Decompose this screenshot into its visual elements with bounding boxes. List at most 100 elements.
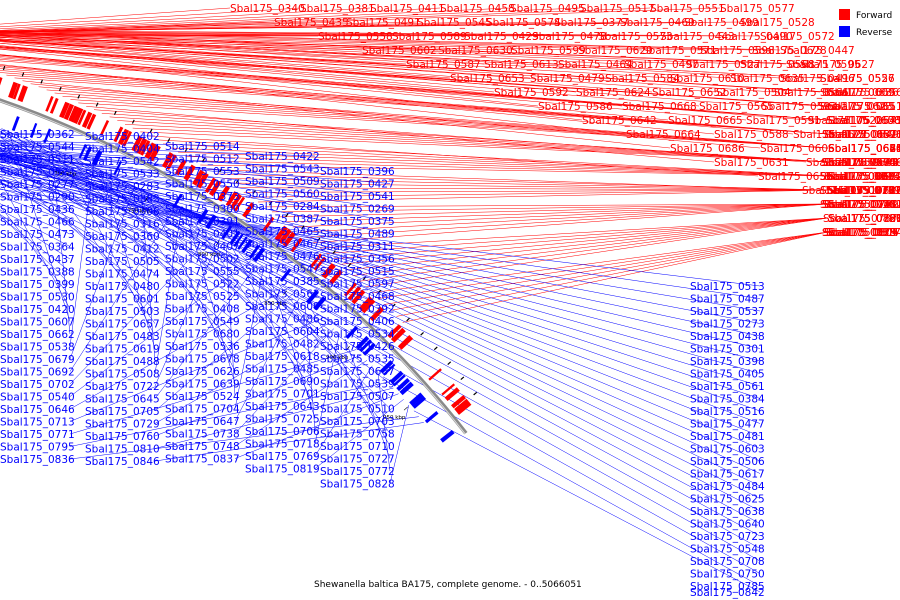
- reverse-gene-label: Sbal175_0510: [320, 404, 395, 416]
- leader-line: [178, 151, 829, 177]
- leader-line: [51, 147, 71, 335]
- outer-marker: [460, 376, 465, 381]
- reverse-gene-label: Sbal175_0277: [0, 179, 75, 191]
- reverse-gene-label: Sbal175_0534: [320, 329, 395, 341]
- forward-gene-label: Sbal175_0753: [822, 199, 897, 211]
- leader-line: [6, 74, 829, 135]
- leader-line: [44, 144, 761, 474]
- leader-line: [0, 148, 316, 307]
- leader-line: [0, 154, 391, 197]
- leader-line: [0, 37, 439, 51]
- forward-gene-feature: [148, 144, 161, 162]
- leader-line: [0, 149, 236, 172]
- forward-gene-label: Sbal175_0610: [670, 73, 745, 85]
- leader-line: [0, 60, 829, 121]
- leader-line: [0, 147, 156, 162]
- forward-gene-label: Sbal175_0739: [826, 185, 900, 197]
- leader-line: [0, 35, 781, 79]
- reverse-gene-label: Sbal175_0836: [0, 454, 75, 466]
- tick-label: 950 kbp: [383, 415, 406, 421]
- leader-line: [0, 168, 236, 259]
- reverse-gene-label: Sbal175_0316: [85, 219, 160, 231]
- reverse-gene-label: Sbal175_0544: [0, 142, 75, 154]
- reverse-gene-feature: [172, 193, 183, 208]
- leader-line: [332, 217, 829, 260]
- reverse-gene-label: Sbal175_0484: [690, 481, 765, 493]
- reverse-gene-label: Sbal175_0438: [690, 331, 765, 343]
- reverse-gene-feature: [279, 268, 292, 282]
- reverse-gene-feature: [91, 150, 103, 166]
- forward-gene-label: Sbal175_0526: [820, 73, 895, 85]
- forward-gene-label: Sbal175_0747: [822, 199, 897, 211]
- reverse-gene-label: Sbal175_0273: [690, 319, 765, 331]
- leader-line: [0, 31, 701, 51]
- forward-gene-label: Sbal175_0683: [824, 157, 899, 169]
- forward-gene-label: Sbal175_0620: [828, 143, 900, 155]
- leader-line: [0, 174, 761, 337]
- forward-gene-label: Sbal175_0682: [828, 171, 900, 183]
- forward-gene-label: Sbal175_0598: [700, 45, 775, 57]
- leader-line: [69, 382, 389, 447]
- forward-gene-label: Sbal175_0621: [793, 129, 868, 141]
- leader-line: [264, 203, 829, 208]
- leader-line: [86, 106, 715, 163]
- forward-gene-label: Sbal175_0653: [450, 73, 525, 85]
- reverse-gene-label: Sbal175_0407: [165, 241, 240, 253]
- reverse-gene-label: Sbal175_0723: [690, 531, 765, 543]
- forward-gene-label: Sbal175_0585: [820, 101, 895, 113]
- outer-marker: [406, 317, 410, 322]
- forward-gene-label: Sbal175_0631: [714, 157, 789, 169]
- forward-gene-feature: [135, 137, 148, 155]
- leader-line: [299, 203, 829, 233]
- reverse-gene-label: Sbal175_0420: [0, 304, 75, 316]
- leader-line: [314, 365, 373, 457]
- forward-gene-feature: [209, 180, 222, 197]
- reverse-gene-label: Sbal175_0647: [165, 416, 240, 428]
- reverse-gene-label: Sbal175_0679: [0, 354, 75, 366]
- reverse-gene-label: Sbal175_0306: [85, 206, 160, 218]
- reverse-gene-label: Sbal175_0465: [245, 226, 320, 238]
- reverse-gene-label: Sbal175_0702: [0, 379, 75, 391]
- forward-gene-label: Sbal175_0504: [716, 87, 791, 99]
- forward-gene-label: Sbal175_0714: [826, 171, 900, 183]
- forward-gene-label: Sbal175_0588: [714, 129, 789, 141]
- forward-gene-feature: [196, 172, 209, 189]
- reverse-gene-label: Sbal175_0760: [85, 431, 160, 443]
- leader-line: [390, 231, 829, 311]
- outer-marker: [235, 179, 240, 184]
- genome-backbone-highlight: [0, 101, 466, 435]
- leader-line: [0, 37, 671, 79]
- reverse-gene-feature: [197, 209, 209, 224]
- forward-gene-label: Sbal175_0479: [530, 73, 605, 85]
- forward-gene-feature: [329, 269, 343, 285]
- outer-marker: [184, 147, 188, 152]
- leader-line: [0, 21, 418, 33]
- forward-gene-label: Sbal175_0804: [824, 227, 899, 239]
- forward-gene-label: Sbal175_0648: [828, 143, 900, 155]
- reverse-gene-feature: [359, 339, 372, 353]
- leader-line: [0, 176, 156, 287]
- reverse-gene-label: Sbal175_0646: [0, 404, 75, 416]
- leader-line: [0, 59, 829, 121]
- forward-gene-label: Sbal175_0669: [820, 171, 895, 183]
- forward-gene-feature: [278, 228, 292, 244]
- reverse-gene-label: Sbal175_0480: [85, 281, 160, 293]
- forward-gene-label: Sbal175_0435: [274, 17, 349, 29]
- reverse-gene-feature: [229, 230, 241, 245]
- forward-gene-label: Sbal175_0635: [730, 73, 805, 85]
- outer-marker: [301, 225, 305, 230]
- leader-line: [0, 152, 391, 184]
- forward-gene-label: Sbal175_0700: [824, 199, 899, 211]
- leader-line: [46, 89, 829, 149]
- reverse-gene-label: Sbal175_0401: [165, 229, 240, 241]
- tick-label: 800 kbp: [198, 252, 221, 258]
- forward-gene-feature: [166, 154, 177, 170]
- outer-marker: [202, 157, 206, 162]
- leader-line: [0, 144, 761, 412]
- leader-line: [78, 102, 829, 149]
- forward-gene-feature: [204, 177, 217, 193]
- leader-line: [314, 399, 404, 469]
- leader-line: [0, 179, 156, 237]
- leader-line: [225, 242, 236, 397]
- leader-line: [69, 349, 357, 435]
